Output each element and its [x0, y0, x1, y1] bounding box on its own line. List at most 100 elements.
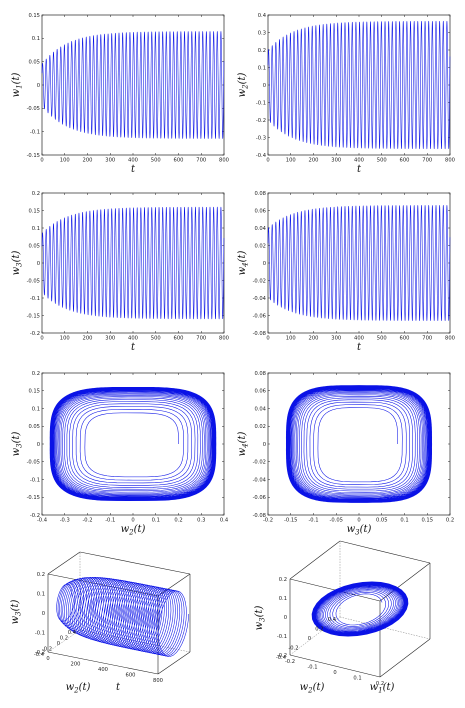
svg-text:w2(t): w2(t) [300, 682, 325, 695]
x-axis-label: w1(t) [370, 682, 395, 695]
y-tick-label: 0.2 [32, 371, 40, 377]
y-tick-label: 0 [263, 442, 266, 448]
x-tick-label: 200 [71, 662, 81, 668]
x-tick-label: 800 [219, 336, 229, 342]
x-tick-label: 0 [357, 518, 360, 524]
chart-surf3d_w1: -0.2-0.100.10.2-0.2-0.100.10.2-0.4-0.200… [254, 540, 431, 695]
y-tick-label: 0.05 [28, 59, 40, 65]
x-tick-label: 700 [196, 158, 206, 164]
y-tick-label: -0.2 [288, 646, 298, 652]
y-tick-label: -0.15 [27, 313, 40, 319]
x-tick-label: 800 [445, 336, 455, 342]
y-tick-label: 0 [37, 83, 40, 89]
y-tick-label: 0 [37, 442, 40, 448]
x-tick-label: 100 [60, 336, 70, 342]
y-tick-label: 0.05 [28, 424, 40, 430]
svg-text:w1(t): w1(t) [11, 72, 24, 97]
y-tick-label: -0.2 [42, 647, 52, 653]
x-tick-label: 800 [153, 678, 163, 684]
y-axis-label: w2(t) [237, 72, 250, 97]
y-tick-label: 0.08 [254, 371, 266, 377]
y-axis-label: w4(t) [237, 431, 250, 456]
x-axis-label: t [131, 164, 136, 175]
x-tick-label: 400 [128, 336, 138, 342]
svg-text:t: t [357, 342, 362, 353]
x-tick-label: 600 [126, 673, 136, 679]
x-tick-label: 0.2 [446, 518, 454, 524]
x-tick-label: 0 [266, 158, 269, 164]
x-tick-label: 500 [151, 336, 161, 342]
x-tick-label: 200 [309, 158, 319, 164]
x-tick-label: 500 [377, 158, 387, 164]
box-edge [339, 540, 431, 564]
trajectory-3d-line [56, 576, 189, 657]
x-tick-label: 0.3 [197, 518, 205, 524]
y-tick-label: 0.1 [258, 65, 266, 71]
x-tick-label: 400 [354, 336, 364, 342]
y-tick-label: 0.15 [28, 13, 40, 19]
trajectory-line [285, 385, 433, 503]
x-tick-label: -0.1 [105, 518, 115, 524]
svg-text:t: t [131, 164, 136, 175]
series-line [41, 206, 225, 320]
svg-text:w2(t): w2(t) [121, 524, 146, 537]
chart-w3: 0 100 200 300 400 500 600 700 800 -0.2 -0.15 -0.1 -0… [11, 191, 229, 353]
y-tick-label: 0.06 [254, 389, 266, 395]
z-tick-label: 0.2 [279, 577, 287, 583]
svg-text:t: t [357, 164, 362, 175]
x-tick-label: 0.1 [400, 518, 408, 524]
x-tick-label: -0.2 [263, 518, 273, 524]
x-tick-label: 300 [105, 158, 115, 164]
box-edge [47, 551, 81, 575]
x-tick-label: 100 [60, 158, 70, 164]
chart-w4: 0 100 200 300 400 500 600 700 800 -0.08 -0.06 -0.04… [237, 191, 455, 353]
svg-text:w3(t): w3(t) [11, 250, 24, 275]
y-axis-label: w2(t) [66, 682, 91, 695]
y-tick-label: 0.15 [28, 389, 40, 395]
box-edge [47, 629, 81, 653]
x-tick-label: 0.1 [353, 676, 361, 682]
y-tick-label: 0 [57, 641, 60, 647]
y-tick-label: -0.4 [276, 655, 287, 661]
y-tick-label: -0.2 [30, 331, 40, 337]
x-tick-label: -0.1 [308, 518, 318, 524]
y-tick-label: 0.02 [254, 243, 266, 249]
y-tick-label: 0.2 [315, 627, 323, 633]
x-tick-label: -0.3 [60, 518, 70, 524]
y-tick-label: -0.04 [253, 296, 267, 302]
y-tick-label: -0.15 [27, 495, 40, 501]
y-axis-label: w3(t) [11, 250, 24, 275]
x-tick-label: 600 [400, 336, 410, 342]
x-tick-label: 100 [286, 336, 296, 342]
y-tick-label: 0 [37, 261, 40, 267]
svg-text:w3(t): w3(t) [10, 599, 23, 624]
y-tick-label: 0.2 [258, 48, 266, 54]
y-tick-label: 0.4 [258, 13, 267, 19]
y-tick-label: -0.15 [27, 153, 40, 159]
trajectory-3d-line [311, 581, 409, 637]
y-tick-label: 0 [308, 636, 311, 642]
x-tick-label: 800 [445, 158, 455, 164]
x-tick-label: 300 [331, 158, 341, 164]
x-tick-label: 700 [196, 336, 206, 342]
box-edge [157, 651, 191, 675]
x-axis-label: t [116, 682, 121, 693]
z-axis-label: w3(t) [10, 599, 23, 624]
x-tick-label: 700 [422, 158, 432, 164]
x-tick-label: -0.15 [284, 518, 297, 524]
series-line [267, 205, 451, 322]
y-tick-label: 0.08 [254, 191, 266, 197]
x-tick-label: 0 [131, 518, 134, 524]
y-tick-label: -0.1 [30, 129, 40, 135]
y-tick-label: -0.3 [256, 135, 266, 141]
x-tick-label: 0 [46, 656, 49, 662]
series-line [267, 20, 451, 150]
x-tick-label: 500 [151, 158, 161, 164]
svg-text:w3(t): w3(t) [11, 431, 24, 456]
z-axis-label: w3(t) [254, 605, 267, 630]
y-tick-label: 0.2 [60, 636, 68, 642]
z-tick-label: 0.1 [37, 591, 45, 597]
y-tick-label: 0.1 [32, 36, 40, 42]
x-axis-label: t [131, 342, 136, 353]
chart-w1: 0 100 200 300 400 500 600 700 800 -0.15 -0.1 -0.05 0… [11, 13, 229, 175]
